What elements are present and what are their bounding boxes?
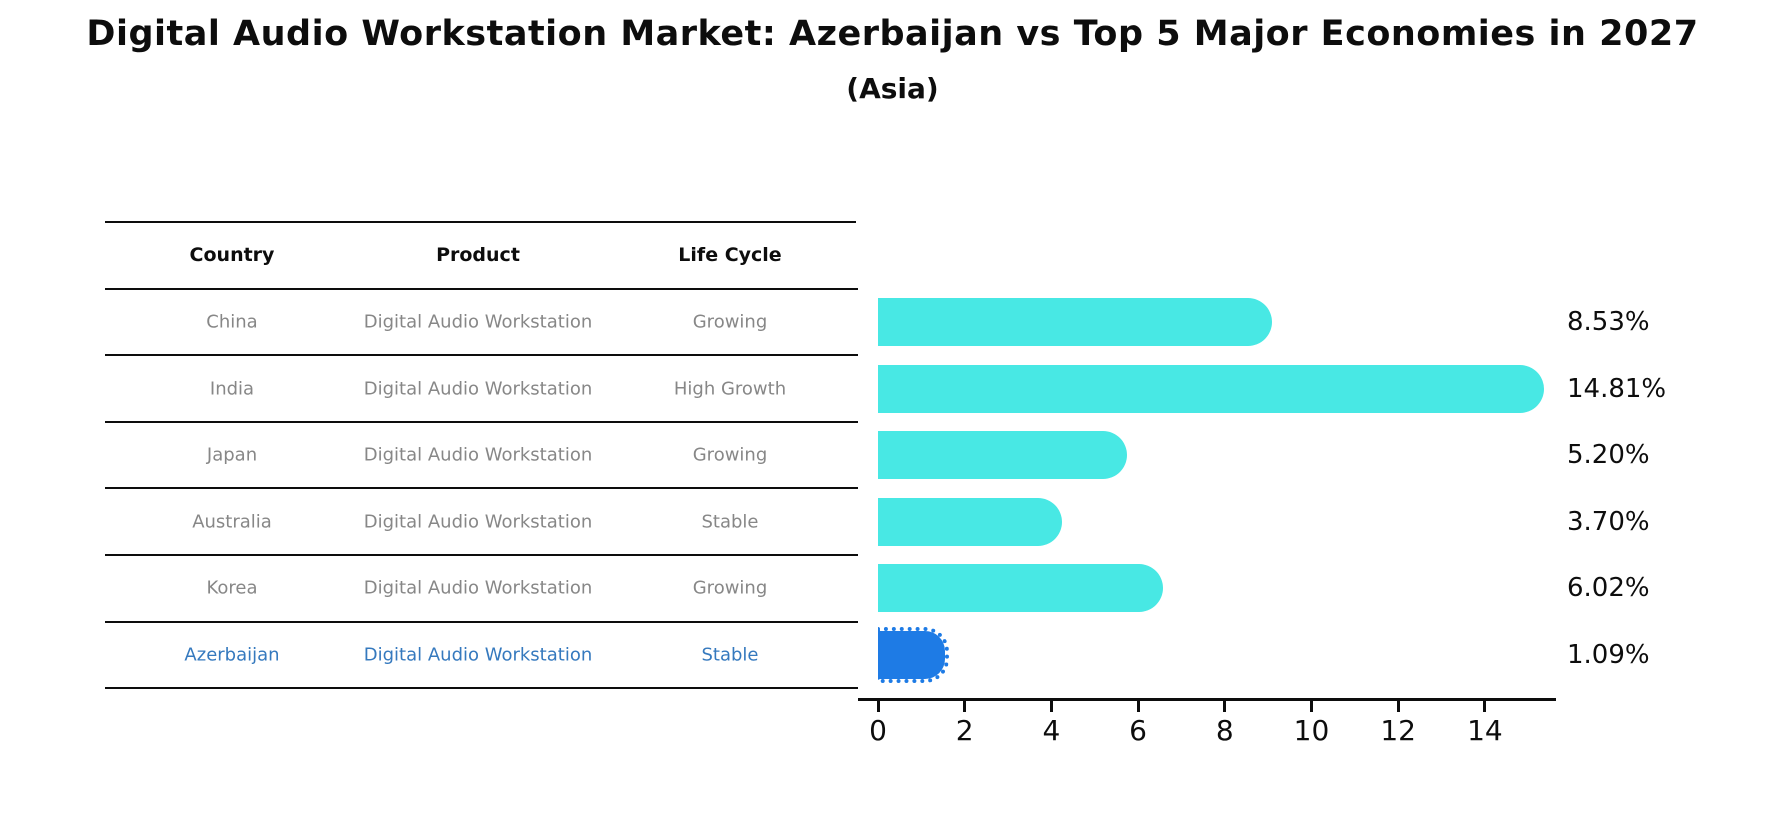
value-label-japan: 5.20%: [1567, 440, 1650, 471]
column-header-life-cycle: Life Cycle: [678, 244, 782, 267]
country-cell: Australia: [192, 511, 272, 533]
bar-australia: [878, 497, 1063, 546]
table-rule: [105, 221, 856, 223]
table-rule: [105, 420, 856, 423]
product-cell: Digital Audio Workstation: [363, 577, 593, 599]
y-axis-tick: [843, 620, 858, 623]
table-rule: [105, 620, 856, 623]
product-cell: Digital Audio Workstation: [363, 311, 593, 333]
x-tick-label: 4: [1042, 714, 1061, 747]
x-tick-label: 6: [1129, 714, 1148, 747]
column-header-country: Country: [189, 244, 275, 267]
x-tick-label: 8: [1215, 714, 1234, 747]
x-tick-label: 12: [1380, 714, 1417, 747]
product-cell: Digital Audio Workstation: [363, 644, 593, 666]
x-tick-label: 10: [1293, 714, 1330, 747]
life-cycle-cell: Stable: [701, 511, 759, 533]
chart-title: Digital Audio Workstation Market: Azerba…: [86, 14, 1699, 54]
table-rule: [105, 687, 856, 690]
y-axis-tick: [843, 420, 858, 423]
country-cell: Azerbaijan: [184, 644, 280, 666]
table-rule: [105, 554, 856, 556]
life-cycle-cell: Growing: [692, 444, 768, 466]
product-cell: Digital Audio Workstation: [363, 378, 593, 399]
x-axis-tick: [1049, 701, 1053, 712]
y-axis-tick: [843, 487, 858, 490]
x-axis-tick: [1136, 701, 1140, 712]
y-axis-tick: [843, 287, 858, 290]
life-cycle-cell: Stable: [701, 644, 759, 666]
value-label-azerbaijan: 1.09%: [1567, 639, 1650, 670]
table-rule: [105, 287, 856, 290]
life-cycle-cell: Growing: [692, 577, 768, 599]
bar-india: [878, 364, 1544, 413]
table-rule: [105, 354, 856, 357]
chart-subtitle: (Asia): [846, 72, 939, 105]
x-axis-tick: [1223, 701, 1227, 712]
x-tick-label: 14: [1467, 714, 1503, 747]
x-axis-line: [858, 698, 1556, 701]
value-label-australia: 3.70%: [1567, 506, 1650, 537]
bar-korea: [878, 564, 1163, 613]
value-label-korea: 6.02%: [1567, 573, 1650, 604]
product-cell: Digital Audio Workstation: [363, 444, 593, 466]
x-axis-tick: [1396, 701, 1400, 712]
table-rule: [105, 487, 856, 490]
life-cycle-cell: Growing: [692, 311, 768, 333]
x-axis-tick: [1483, 701, 1487, 712]
value-label-china: 8.53%: [1567, 306, 1650, 337]
life-cycle-cell: High Growth: [673, 378, 787, 399]
y-axis-tick: [843, 687, 858, 690]
bar-china: [878, 297, 1272, 346]
x-tick-label: 0: [869, 714, 887, 747]
product-cell: Digital Audio Workstation: [363, 511, 593, 533]
x-axis-tick: [1310, 701, 1313, 712]
column-header-product: Product: [436, 244, 520, 267]
x-axis-tick: [876, 701, 880, 712]
country-cell: China: [206, 311, 258, 333]
country-cell: Korea: [206, 577, 258, 599]
country-cell: India: [209, 378, 255, 399]
x-tick-label: 2: [955, 714, 974, 747]
bar-japan: [878, 431, 1128, 480]
y-axis-tick: [843, 354, 858, 357]
bar-azerbaijan: [878, 626, 950, 683]
value-label-india: 14.81%: [1567, 373, 1667, 404]
country-cell: Japan: [206, 444, 258, 466]
y-axis-tick: [843, 554, 858, 556]
x-axis-tick: [963, 701, 967, 712]
